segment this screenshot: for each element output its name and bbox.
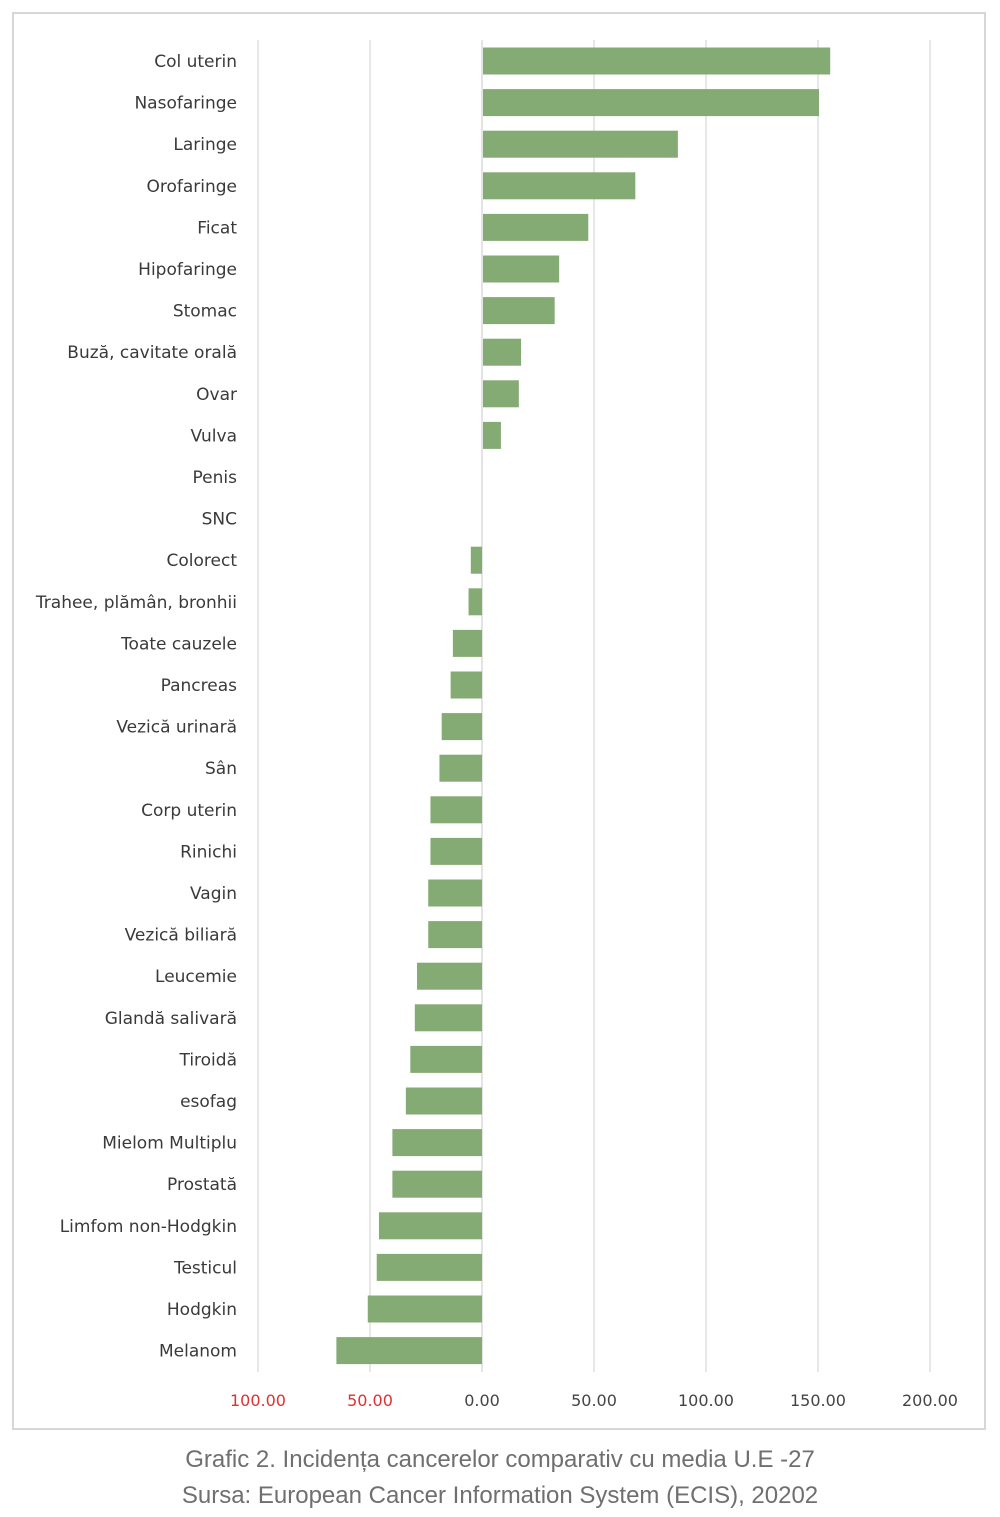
bar <box>410 1045 482 1073</box>
x-tick-label: 50.00 <box>571 1391 617 1410</box>
bar <box>392 1170 482 1198</box>
bar <box>439 754 482 782</box>
x-tick-label: 100.00 <box>230 1391 286 1410</box>
category-label: Col uterin <box>154 52 237 72</box>
bar <box>392 1129 482 1157</box>
category-label: Stomac <box>173 302 237 322</box>
bar <box>483 255 560 283</box>
category-label: Toate cauzele <box>120 634 237 654</box>
category-labels: Col uterin Nasofaringe Laringe Orofaringe Fi… <box>35 52 237 1362</box>
category-label: Colorect <box>167 551 238 571</box>
x-tick-label: 50.00 <box>347 1391 393 1410</box>
category-label: Glandă salivară <box>105 1009 237 1029</box>
category-label: Hipofaringe <box>138 260 237 280</box>
x-axis-ticks: 100.00 50.00 0.00 50.00 100.00 150.00 200.00 <box>230 1391 958 1410</box>
category-label: Leucemie <box>155 967 237 987</box>
category-label: Mielom Multiplu <box>102 1134 237 1154</box>
x-tick-label: 200.00 <box>902 1391 958 1410</box>
bar <box>441 713 482 741</box>
bar <box>452 629 482 657</box>
category-label: Limfom non-Hodgkin <box>60 1217 237 1237</box>
bar <box>430 796 482 824</box>
category-label: SNC <box>202 510 237 530</box>
caption-title: Grafic 2. Incidența cancerelor comparati… <box>185 1446 815 1473</box>
figure-caption: Grafic 2. Incidența cancerelor comparati… <box>0 1442 1000 1514</box>
bar <box>428 879 482 907</box>
bar <box>450 671 482 699</box>
bar <box>483 213 589 241</box>
x-tick-label: 150.00 <box>790 1391 846 1410</box>
x-tick-label: 100.00 <box>678 1391 734 1410</box>
bar <box>417 962 482 990</box>
category-label: Pancreas <box>161 676 238 696</box>
category-label: Ovar <box>196 385 237 405</box>
category-label: Vagin <box>190 884 237 904</box>
grid-lines <box>257 40 931 1372</box>
category-label: Penis <box>193 468 238 488</box>
bar <box>430 837 482 865</box>
bar <box>376 1253 482 1281</box>
category-label: Buză, cavitate orală <box>67 343 237 363</box>
category-label: Sân <box>205 759 237 779</box>
bar <box>483 47 831 75</box>
bar <box>483 380 519 408</box>
bar <box>483 338 522 366</box>
chart-frame <box>12 12 986 1430</box>
category-label: Corp uterin <box>141 801 237 821</box>
bar <box>414 1004 482 1032</box>
category-label: Vulva <box>191 426 237 446</box>
bar <box>336 1337 482 1365</box>
bar <box>405 1087 482 1115</box>
bar <box>483 421 501 449</box>
bar <box>483 130 678 158</box>
category-label: Hodgkin <box>167 1300 237 1320</box>
category-label: Ficat <box>197 218 237 238</box>
bar <box>483 297 555 325</box>
x-tick-label: 0.00 <box>464 1391 500 1410</box>
category-label: Rinichi <box>180 842 237 862</box>
bar <box>428 921 482 949</box>
bar <box>378 1212 482 1240</box>
bar <box>367 1295 482 1323</box>
bar <box>483 172 636 200</box>
category-label: Vezică urinară <box>116 718 237 738</box>
caption-source: Sursa: European Cancer Information Syste… <box>181 1482 819 1509</box>
bar <box>470 546 482 574</box>
category-label: Orofaringe <box>146 177 237 197</box>
category-label: Prostată <box>167 1175 237 1195</box>
category-label: esofag <box>180 1092 237 1112</box>
category-label: Laringe <box>173 135 237 155</box>
category-label: Tiroidă <box>178 1050 237 1070</box>
category-label: Melanom <box>159 1342 237 1362</box>
category-label: Trahee, plămân, bronhii <box>35 593 237 613</box>
bar-chart: Col uterin Nasofaringe Laringe Orofaringe Fi… <box>35 40 958 1410</box>
bars <box>336 47 831 1365</box>
bar <box>483 89 819 117</box>
bar <box>468 588 482 616</box>
category-label: Nasofaringe <box>134 94 237 114</box>
category-label: Testicul <box>173 1258 237 1278</box>
category-label: Vezică biliară <box>125 926 237 946</box>
